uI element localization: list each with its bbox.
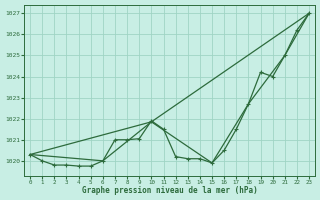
X-axis label: Graphe pression niveau de la mer (hPa): Graphe pression niveau de la mer (hPa) bbox=[82, 186, 258, 195]
